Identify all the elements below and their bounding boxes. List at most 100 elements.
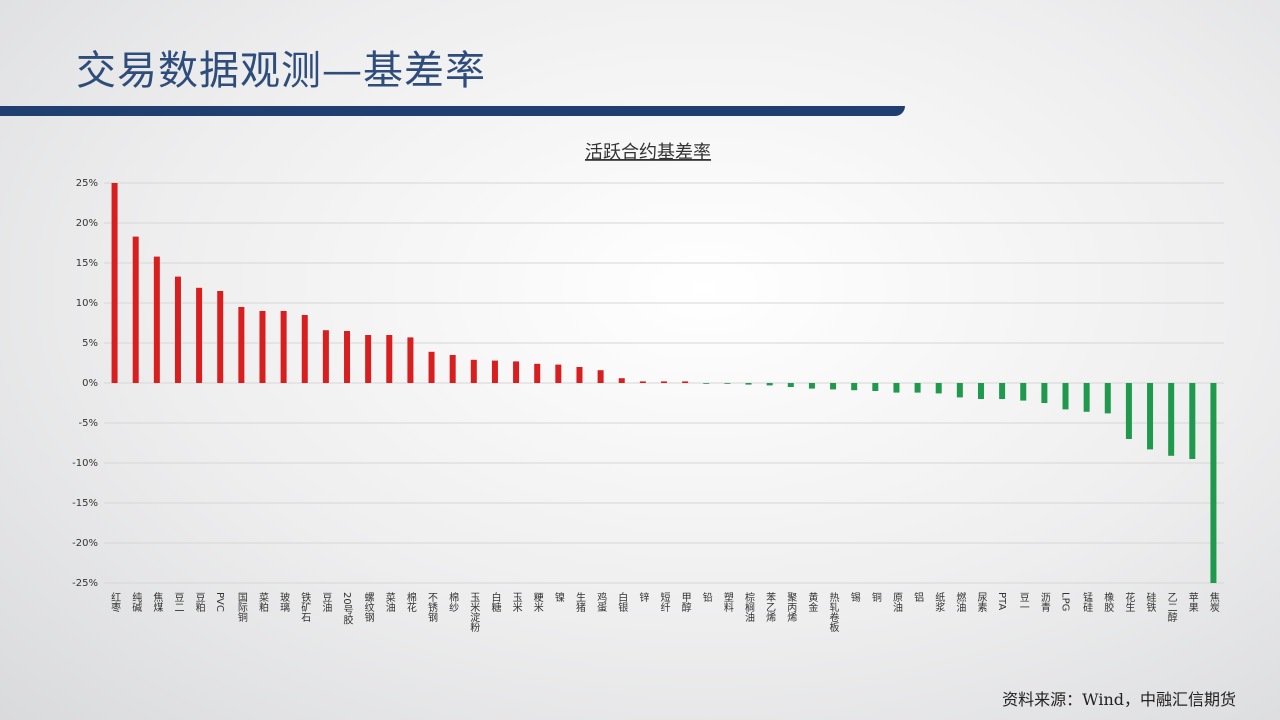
bar bbox=[344, 331, 351, 383]
x-tick-label: 甲醇 bbox=[679, 592, 691, 613]
x-tick-label: 不锈钢 bbox=[426, 592, 438, 623]
x-tick-label: 豆二 bbox=[172, 592, 184, 612]
x-tick-label: 铝 bbox=[912, 592, 924, 603]
bar bbox=[851, 383, 858, 391]
x-tick-label: 菜油 bbox=[383, 592, 395, 612]
bar bbox=[153, 256, 160, 383]
y-tick-label: 0% bbox=[82, 378, 98, 389]
bar bbox=[428, 351, 435, 383]
x-tick-label: 铁矿石 bbox=[299, 591, 311, 622]
bar bbox=[1189, 383, 1196, 459]
bar bbox=[259, 311, 266, 383]
y-tick-label: -5% bbox=[79, 418, 98, 429]
x-tick-label: 焦炭 bbox=[1207, 591, 1219, 613]
x-tick-label: 塑料 bbox=[721, 592, 733, 613]
x-tick-label: PVC bbox=[214, 592, 225, 612]
y-tick-label: 15% bbox=[76, 258, 98, 269]
x-tick-label: 锰硅 bbox=[1081, 591, 1093, 612]
x-tick-label: 原油 bbox=[890, 592, 902, 612]
source-note: 资料来源：Wind，中融汇信期货 bbox=[1002, 690, 1236, 709]
bar bbox=[111, 183, 118, 383]
bar bbox=[491, 360, 498, 383]
x-tick-label: 苯乙烯 bbox=[764, 591, 776, 623]
x-tick-label: 生猪 bbox=[573, 591, 585, 613]
x-tick-label: 锌 bbox=[637, 591, 649, 603]
x-tick-label: 纸浆 bbox=[933, 591, 945, 612]
x-tick-label: 苹果 bbox=[1186, 591, 1198, 613]
bar bbox=[280, 311, 287, 383]
y-tick-label: -10% bbox=[72, 458, 98, 469]
bar bbox=[597, 370, 604, 383]
bar bbox=[386, 335, 393, 383]
y-tick-label: 25% bbox=[76, 178, 98, 189]
x-tick-label: 玻璃 bbox=[278, 591, 290, 613]
y-tick-label: -20% bbox=[72, 538, 98, 549]
bar bbox=[301, 315, 308, 383]
bar bbox=[365, 335, 372, 383]
bar bbox=[1104, 383, 1111, 414]
x-tick-label: 硅铁 bbox=[1144, 591, 1156, 613]
bar bbox=[639, 381, 646, 383]
x-tick-label: 锡 bbox=[848, 591, 860, 603]
bar bbox=[1125, 383, 1132, 439]
bar bbox=[1062, 383, 1069, 410]
bar bbox=[661, 381, 667, 383]
bar bbox=[618, 378, 625, 383]
bar bbox=[513, 361, 520, 383]
title-band bbox=[0, 106, 905, 116]
x-tick-label: 铜 bbox=[869, 592, 881, 603]
bar bbox=[1147, 383, 1154, 450]
x-tick-label: 棕榈油 bbox=[743, 591, 755, 622]
bar bbox=[999, 383, 1006, 399]
bar bbox=[1041, 383, 1048, 403]
y-tick-label: -15% bbox=[72, 498, 98, 509]
x-tick-label: 鸡蛋 bbox=[595, 591, 607, 613]
x-tick-label: 短纤 bbox=[658, 591, 670, 613]
bar bbox=[174, 276, 181, 383]
x-tick-label: 棉花 bbox=[404, 591, 416, 612]
bar bbox=[196, 287, 203, 383]
x-tick-label: 螺纹钢 bbox=[362, 592, 374, 623]
x-tick-label: 纯碱 bbox=[130, 591, 142, 613]
chart-title: 活跃合约基差率 bbox=[585, 142, 711, 163]
bar bbox=[1020, 383, 1027, 401]
y-tick-label: 20% bbox=[76, 218, 98, 229]
bar bbox=[703, 383, 710, 384]
bar bbox=[407, 337, 414, 383]
bar bbox=[534, 363, 541, 383]
bar bbox=[555, 364, 562, 383]
x-tick-label: 20号胶 bbox=[341, 592, 353, 626]
x-tick-label: 豆一 bbox=[1017, 592, 1029, 612]
x-tick-label: LPG bbox=[1060, 592, 1071, 611]
bar bbox=[745, 383, 752, 385]
x-tick-label: PTA bbox=[996, 592, 1007, 610]
x-tick-label: 花生 bbox=[1123, 591, 1135, 612]
x-tick-label: 黄金 bbox=[806, 591, 818, 612]
x-tick-label: 玉米 bbox=[510, 592, 522, 613]
x-tick-label: 国际铜 bbox=[235, 592, 247, 623]
x-tick-label: 焦煤 bbox=[151, 591, 163, 613]
x-tick-label: 红枣 bbox=[109, 591, 121, 613]
x-tick-label: 燃油 bbox=[954, 591, 966, 612]
x-tick-label: 橡胶 bbox=[1102, 591, 1114, 613]
bar bbox=[977, 383, 984, 399]
bar bbox=[322, 330, 329, 383]
bar bbox=[470, 359, 477, 383]
bar bbox=[217, 291, 224, 383]
y-tick-label: 5% bbox=[82, 338, 98, 349]
bar bbox=[787, 383, 794, 387]
x-tick-label: 聚丙烯 bbox=[785, 592, 797, 623]
x-tick-label: 玉米淀粉 bbox=[468, 592, 480, 633]
x-tick-label: 菜粕 bbox=[256, 592, 268, 613]
bar bbox=[830, 383, 837, 390]
x-tick-label: 棉纱 bbox=[447, 591, 459, 612]
bar bbox=[682, 381, 689, 383]
bar bbox=[914, 383, 921, 393]
bar bbox=[576, 367, 583, 383]
x-tick-label: 沥青 bbox=[1038, 592, 1050, 613]
x-tick-label: 粳米 bbox=[531, 591, 543, 613]
bar bbox=[724, 383, 731, 384]
bar bbox=[893, 383, 900, 393]
y-tick-label: -25% bbox=[72, 578, 98, 589]
